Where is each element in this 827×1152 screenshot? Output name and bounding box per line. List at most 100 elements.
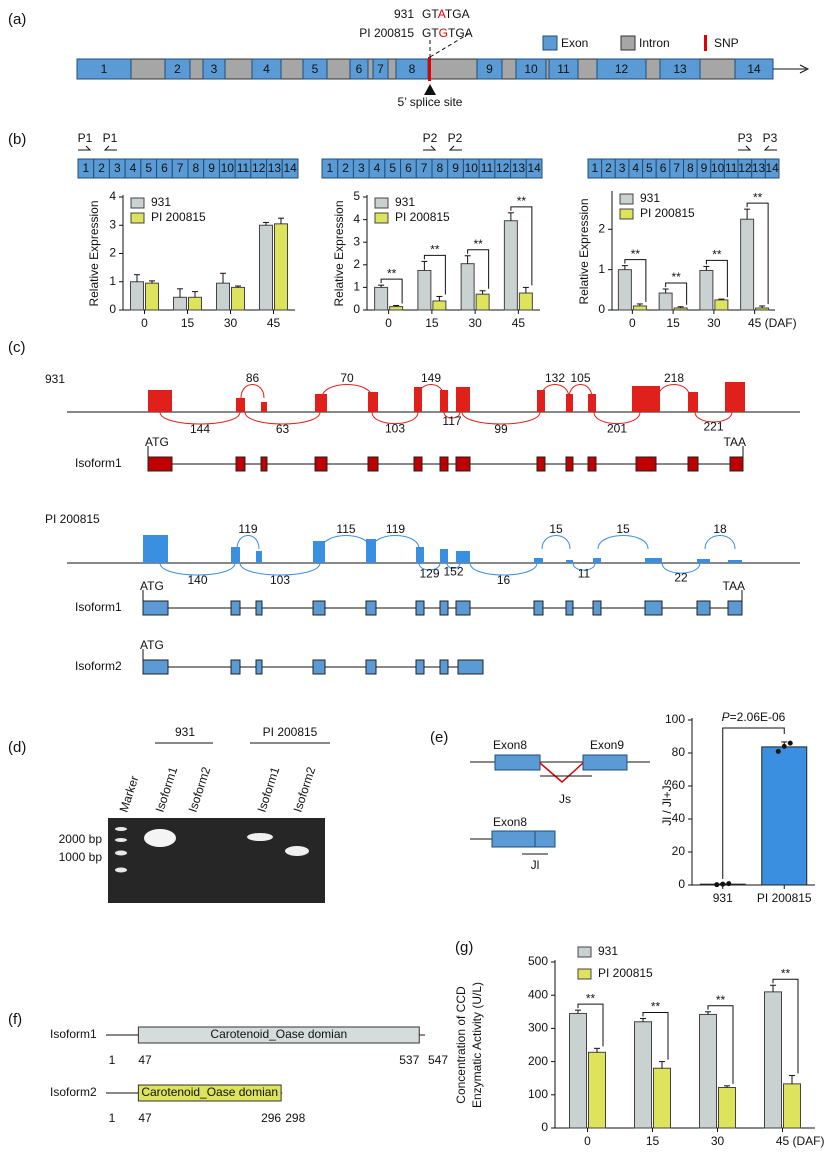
- coverage: [256, 551, 262, 563]
- y-tick-label: 400: [528, 987, 548, 1001]
- primer-arrow: [763, 145, 777, 151]
- junction-arc: [461, 411, 541, 425]
- coverage: [148, 390, 172, 412]
- coverage: [645, 558, 662, 563]
- isoform-exon: [314, 456, 328, 472]
- coverage: [697, 559, 710, 563]
- junction-arc: [694, 411, 733, 423]
- x-tick-label: 30: [707, 316, 721, 330]
- x-tick-label: 15: [666, 316, 680, 330]
- isoform-exon: [644, 600, 663, 616]
- junction-count: 18: [713, 522, 727, 536]
- isoform-exon: [365, 600, 377, 616]
- exon-label: 2: [605, 161, 612, 175]
- exon-label: 4: [374, 161, 381, 175]
- exon-name: Exon9: [590, 738, 624, 752]
- gel-band: [247, 833, 273, 841]
- isoform-exon: [565, 456, 574, 472]
- significance-bracket: [380, 278, 403, 304]
- significance-label: **: [753, 190, 763, 204]
- bar: [130, 281, 144, 311]
- y-axis-label: Concentration of CCD: [454, 986, 468, 1104]
- exon-label: 6: [660, 161, 667, 175]
- junction-arc: [661, 562, 701, 574]
- junction-arc: [371, 535, 420, 550]
- bar: [740, 218, 755, 311]
- junction-count: 119: [238, 522, 257, 536]
- x-unit: (DAF): [793, 1134, 825, 1148]
- lane-label: Isoform2: [186, 765, 214, 814]
- exon: [349, 58, 369, 80]
- bar: [432, 300, 447, 311]
- domain-label: Carotenoid_Oase domian: [210, 1027, 347, 1041]
- ladder-band: [115, 867, 127, 873]
- isoform-exon: [533, 600, 544, 616]
- junction-arc: [417, 384, 445, 399]
- coverage: [261, 402, 267, 412]
- exon-label: 12: [496, 161, 510, 175]
- legend-swatch: [704, 35, 707, 51]
- y-tick-label: 5: [353, 189, 360, 203]
- isoform-exon: [142, 659, 169, 675]
- junction-arc: [568, 384, 593, 399]
- exon-label: 2: [174, 62, 181, 76]
- isoform-exon: [312, 659, 326, 675]
- position-label: 47: [138, 1111, 152, 1125]
- coverage: [368, 392, 378, 412]
- legend-label: PI 200815: [151, 210, 206, 224]
- isoform-exon: [235, 456, 246, 472]
- junction-count: 117: [442, 414, 461, 428]
- junction-arc: [469, 562, 538, 576]
- significance-bracket: [705, 259, 728, 298]
- exon-name: Exon8: [493, 738, 527, 752]
- coverage: [440, 549, 448, 563]
- sequence-part: GT: [422, 7, 439, 21]
- exon: [476, 58, 503, 80]
- primer-arrow: [448, 145, 462, 151]
- line-name: 931: [394, 7, 414, 21]
- exon-label: 9: [208, 161, 215, 175]
- exon-label: 8: [437, 161, 444, 175]
- junction-count: 16: [497, 573, 511, 587]
- significance-bracket: [642, 1011, 669, 1060]
- bar: [188, 296, 202, 311]
- legend-swatch: [130, 197, 145, 209]
- exon: [548, 58, 579, 80]
- x-tick-label: 45: [512, 316, 526, 330]
- significance-bracket: [577, 1003, 604, 1047]
- y-tick-label: 80: [672, 745, 686, 759]
- isoform-exon: [312, 600, 326, 616]
- isoform-exon: [230, 600, 241, 616]
- exon-label: 13: [752, 161, 766, 175]
- junction-count: 152: [443, 564, 463, 578]
- exon: [515, 58, 547, 80]
- exon-label: 7: [177, 161, 184, 175]
- y-axis-label: Jl / Jl+Js: [660, 779, 674, 825]
- exon-label: 8: [409, 62, 416, 76]
- isoform-exon: [696, 600, 711, 616]
- size-label: 2000 bp: [59, 832, 103, 846]
- junction-arc: [443, 411, 461, 419]
- primer-label: P2: [423, 131, 438, 145]
- y-tick-label: 2: [109, 246, 116, 260]
- bar: [259, 224, 273, 311]
- y-tick-label: 100: [665, 712, 685, 726]
- snp-mark: [428, 57, 431, 81]
- significance-bracket: [746, 202, 769, 304]
- legend-label: Exon: [561, 36, 588, 50]
- y-tick-label: 60: [672, 778, 686, 792]
- isoform-exon: [729, 456, 744, 472]
- exon-label: 11: [237, 161, 250, 175]
- panel-label: (e): [430, 729, 448, 746]
- coverage: [534, 558, 543, 563]
- primer-arrow: [78, 145, 92, 151]
- exon-label: 10: [524, 62, 538, 76]
- y-tick-label: 2: [353, 257, 360, 271]
- isoform-exon: [439, 659, 449, 675]
- bar: [173, 296, 187, 311]
- primer-label: P1: [78, 131, 93, 145]
- coverage: [236, 398, 245, 412]
- y-tick-label: 0: [678, 877, 685, 891]
- isoform-exon: [687, 456, 699, 472]
- exon-label: 2: [342, 161, 349, 175]
